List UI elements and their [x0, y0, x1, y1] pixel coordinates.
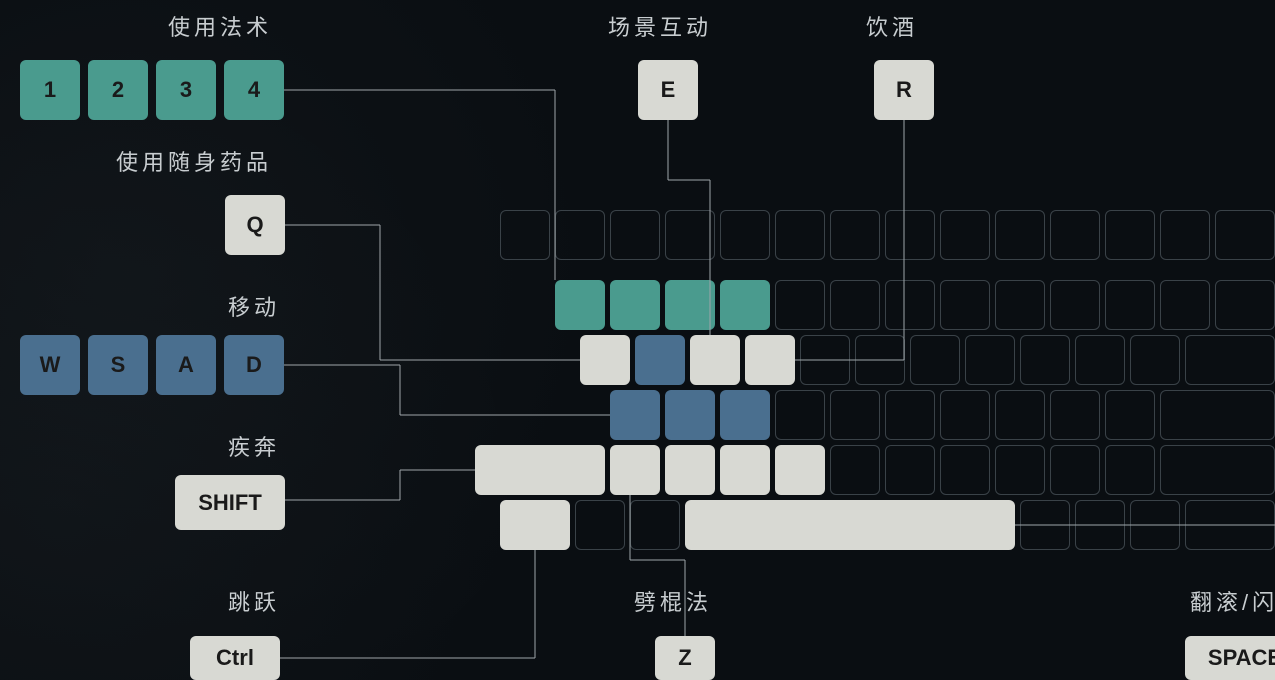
- kb-key: [1215, 210, 1275, 260]
- kb-key: [775, 445, 825, 495]
- kb-key: [910, 335, 960, 385]
- kb-key: [665, 445, 715, 495]
- kb-key: [855, 335, 905, 385]
- key-1: 1: [20, 60, 80, 120]
- kb-key: [665, 390, 715, 440]
- key-q: Q: [225, 195, 285, 255]
- kb-key: [1020, 500, 1070, 550]
- label-use-item: 使用随身药品: [116, 145, 272, 177]
- key-w: W: [20, 335, 80, 395]
- kb-key: [830, 390, 880, 440]
- kb-key: [995, 445, 1045, 495]
- key-space: SPACE: [1185, 636, 1275, 680]
- kb-key: [1075, 335, 1125, 385]
- key-a: A: [156, 335, 216, 395]
- kb-key: [885, 280, 935, 330]
- label-jump: 跳跃: [228, 585, 280, 617]
- kb-key: [720, 280, 770, 330]
- kb-key: [995, 280, 1045, 330]
- label-move: 移动: [228, 290, 280, 322]
- kb-key: [830, 210, 880, 260]
- kb-key: [1160, 390, 1275, 440]
- kb-key: [940, 280, 990, 330]
- kb-key: [1105, 210, 1155, 260]
- kb-key: [1160, 280, 1210, 330]
- kb-key: [500, 500, 570, 550]
- kb-key: [720, 390, 770, 440]
- kb-key: [555, 210, 605, 260]
- kb-key: [610, 210, 660, 260]
- kb-key: [1105, 445, 1155, 495]
- kb-key: [885, 390, 935, 440]
- label-use-spell: 使用法术: [168, 10, 272, 42]
- kb-key: [830, 445, 880, 495]
- kb-key: [775, 390, 825, 440]
- kb-key: [685, 500, 1015, 550]
- kb-key: [720, 210, 770, 260]
- kb-key: [1105, 390, 1155, 440]
- kb-key: [1130, 500, 1180, 550]
- kb-key: [1075, 500, 1125, 550]
- label-roll: 翻滚/闪身: [1190, 585, 1275, 617]
- kb-key: [745, 335, 795, 385]
- key-z: Z: [655, 636, 715, 680]
- kb-key: [580, 335, 630, 385]
- kb-key: [575, 500, 625, 550]
- kb-key: [635, 335, 685, 385]
- kb-key: [885, 445, 935, 495]
- kb-key: [610, 445, 660, 495]
- kb-key: [1050, 210, 1100, 260]
- kb-key: [555, 280, 605, 330]
- kb-key: [1050, 280, 1100, 330]
- kb-key: [940, 210, 990, 260]
- key-2: 2: [88, 60, 148, 120]
- kb-key: [885, 210, 935, 260]
- kb-key: [1050, 445, 1100, 495]
- kb-key: [1050, 390, 1100, 440]
- label-scene-act: 场景互动: [608, 10, 712, 42]
- kb-key: [830, 280, 880, 330]
- key-e: E: [638, 60, 698, 120]
- kb-key: [800, 335, 850, 385]
- kb-key: [610, 280, 660, 330]
- kb-key: [775, 210, 825, 260]
- key-shift: SHIFT: [175, 475, 285, 530]
- kb-key: [965, 335, 1015, 385]
- key-r: R: [874, 60, 934, 120]
- kb-key: [995, 210, 1045, 260]
- kb-key: [500, 210, 550, 260]
- kb-key: [1130, 335, 1180, 385]
- kb-key: [1160, 210, 1210, 260]
- kb-key: [1105, 280, 1155, 330]
- label-sprint: 疾奔: [228, 430, 280, 462]
- kb-key: [1185, 335, 1275, 385]
- kb-key: [940, 390, 990, 440]
- kb-key: [665, 280, 715, 330]
- kb-key: [475, 445, 605, 495]
- key-ctrl: Ctrl: [190, 636, 280, 680]
- kb-key: [995, 390, 1045, 440]
- kb-key: [1185, 500, 1275, 550]
- key-s: S: [88, 335, 148, 395]
- kb-key: [720, 445, 770, 495]
- kb-key: [610, 390, 660, 440]
- kb-key: [775, 280, 825, 330]
- kb-key: [1160, 445, 1275, 495]
- kb-key: [690, 335, 740, 385]
- kb-key: [1020, 335, 1070, 385]
- kb-key: [665, 210, 715, 260]
- key-4: 4: [224, 60, 284, 120]
- kb-key: [630, 500, 680, 550]
- label-stick: 劈棍法: [634, 585, 712, 617]
- kb-key: [940, 445, 990, 495]
- key-3: 3: [156, 60, 216, 120]
- label-drink: 饮酒: [866, 10, 918, 42]
- kb-key: [1215, 280, 1275, 330]
- key-d: D: [224, 335, 284, 395]
